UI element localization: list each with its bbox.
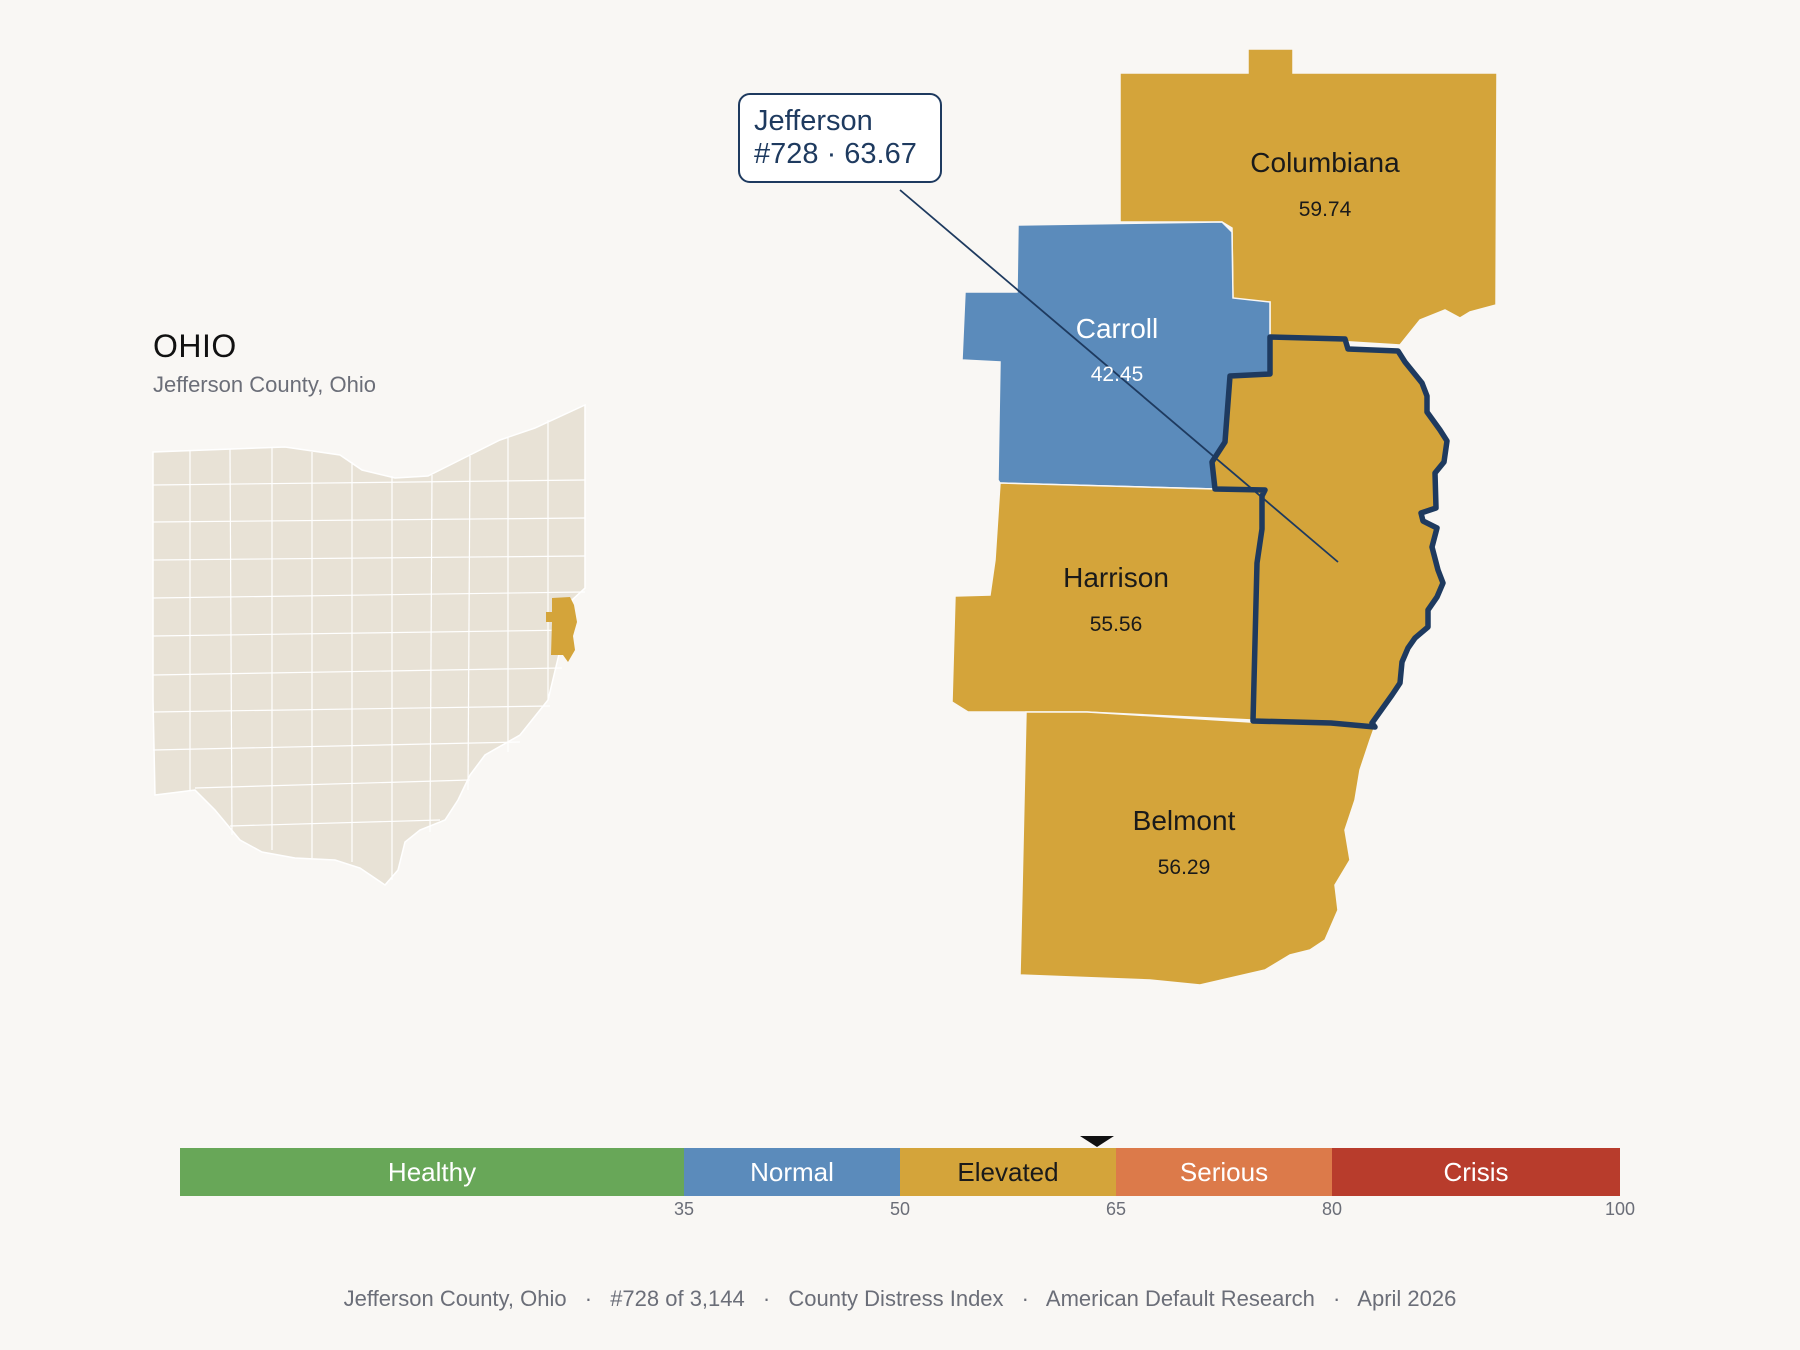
scale-band-crisis: Crisis (1332, 1148, 1620, 1196)
footer-county: Jefferson County, Ohio (343, 1286, 567, 1311)
footer-source: American Default Research (1045, 1286, 1315, 1311)
label-belmont-name: Belmont (1133, 805, 1236, 836)
footer-separator: · (1333, 1286, 1341, 1311)
scale-band-healthy: Healthy (180, 1148, 684, 1196)
scale-tick-50: 50 (889, 1199, 911, 1219)
label-harrison-name: Harrison (1063, 562, 1169, 593)
ohio-county-lines (152, 420, 586, 880)
state-title: OHIO (153, 328, 237, 364)
label-columbiana-name: Columbiana (1250, 147, 1400, 178)
callout-rank-value: #728 · 63.67 (754, 138, 917, 170)
ohio-locator-map (152, 403, 586, 886)
scale-tick-80: 80 (1321, 1199, 1343, 1219)
callout-county-name: Jefferson (754, 105, 873, 137)
label-harrison-value: 55.56 (1090, 613, 1143, 636)
footer-separator: · (584, 1286, 593, 1311)
footer-rank: #728 of 3,144 (610, 1286, 745, 1311)
highlight-callout: Jefferson #728 · 63.67 (738, 93, 942, 183)
ohio-state-shape (152, 403, 586, 886)
footer-separator: · (1021, 1286, 1029, 1311)
distress-scale-bar: Healthy Normal Elevated Serious Crisis (180, 1148, 1620, 1196)
county-jefferson[interactable] (1209, 334, 1450, 730)
label-carroll-name: Carroll (1076, 313, 1158, 344)
label-belmont-value: 56.29 (1158, 856, 1211, 879)
county-harrison[interactable] (951, 482, 1266, 721)
footer-index: County Distress Index (788, 1286, 1004, 1311)
regional-county-map (951, 48, 1498, 986)
state-subtitle: Jefferson County, Ohio (153, 372, 376, 397)
label-carroll-value: 42.45 (1091, 363, 1144, 386)
scale-band-normal: Normal (684, 1148, 900, 1196)
footer-caption: Jefferson County, Ohio · #728 of 3,144 ·… (0, 1286, 1800, 1312)
label-columbiana-value: 59.74 (1299, 198, 1352, 221)
scale-tick-65: 65 (1105, 1199, 1127, 1219)
ohio-jefferson-highlight (546, 597, 577, 662)
current-value-marker (1079, 1136, 1114, 1147)
footer-separator: · (762, 1286, 771, 1311)
scale-band-serious: Serious (1116, 1148, 1332, 1196)
county-belmont[interactable] (1019, 711, 1377, 986)
callout-leader-line (899, 189, 1339, 563)
scale-tick-100: 100 (1604, 1199, 1636, 1219)
scale-band-elevated: Elevated (900, 1148, 1116, 1196)
county-labels: Columbiana 59.74 Carroll 42.45 Harrison … (1063, 147, 1400, 879)
scale-tick-35: 35 (673, 1199, 695, 1219)
footer-date: April 2026 (1357, 1286, 1457, 1311)
